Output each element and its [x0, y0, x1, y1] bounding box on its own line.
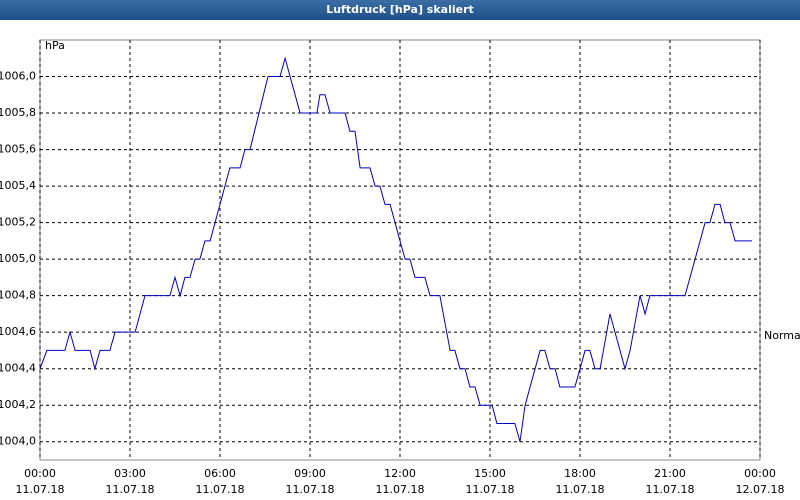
- y-tick-label: 1004,6: [0, 325, 36, 338]
- x-tick-date: 11.07.18: [556, 483, 605, 496]
- y-tick-label: 1005,2: [0, 216, 36, 229]
- x-tick-label: 03:00: [114, 467, 146, 480]
- x-tick-label: 00:00: [744, 467, 776, 480]
- y-tick-label: 1005,8: [0, 106, 36, 119]
- x-tick-label: 12:00: [384, 467, 416, 480]
- chart-title: Luftdruck [hPa] skaliert: [326, 3, 474, 16]
- x-tick-label: 06:00: [204, 467, 236, 480]
- x-tick-label: 00:00: [24, 467, 56, 480]
- reference-label: Normal: [764, 329, 800, 342]
- x-tick-date: 11.07.18: [196, 483, 245, 496]
- x-tick-label: 09:00: [294, 467, 326, 480]
- y-tick-label: 1004,8: [0, 289, 36, 302]
- y-tick-label: 1006,0: [0, 70, 36, 83]
- y-tick-label: 1005,0: [0, 252, 36, 265]
- title-bar: [0, 0, 800, 20]
- x-tick-date: 11.07.18: [286, 483, 335, 496]
- y-tick-label: 1005,4: [0, 179, 36, 192]
- y-tick-label: 1004,2: [0, 398, 36, 411]
- x-tick-label: 21:00: [654, 467, 686, 480]
- x-tick-date: 11.07.18: [466, 483, 515, 496]
- x-tick-label: 18:00: [564, 467, 596, 480]
- x-tick-date: 11.07.18: [16, 483, 65, 496]
- x-tick-label: 15:00: [474, 467, 506, 480]
- x-tick-date: 11.07.18: [106, 483, 155, 496]
- y-tick-label: 1005,6: [0, 143, 36, 156]
- x-tick-date: 11.07.18: [646, 483, 695, 496]
- x-tick-date: 12.07.18: [736, 483, 785, 496]
- data-line: [39, 56, 752, 442]
- x-tick-date: 11.07.18: [376, 483, 425, 496]
- y-tick-label: 1004,4: [0, 362, 36, 375]
- y-unit: hPa: [45, 39, 65, 52]
- y-tick-label: 1004,0: [0, 435, 36, 448]
